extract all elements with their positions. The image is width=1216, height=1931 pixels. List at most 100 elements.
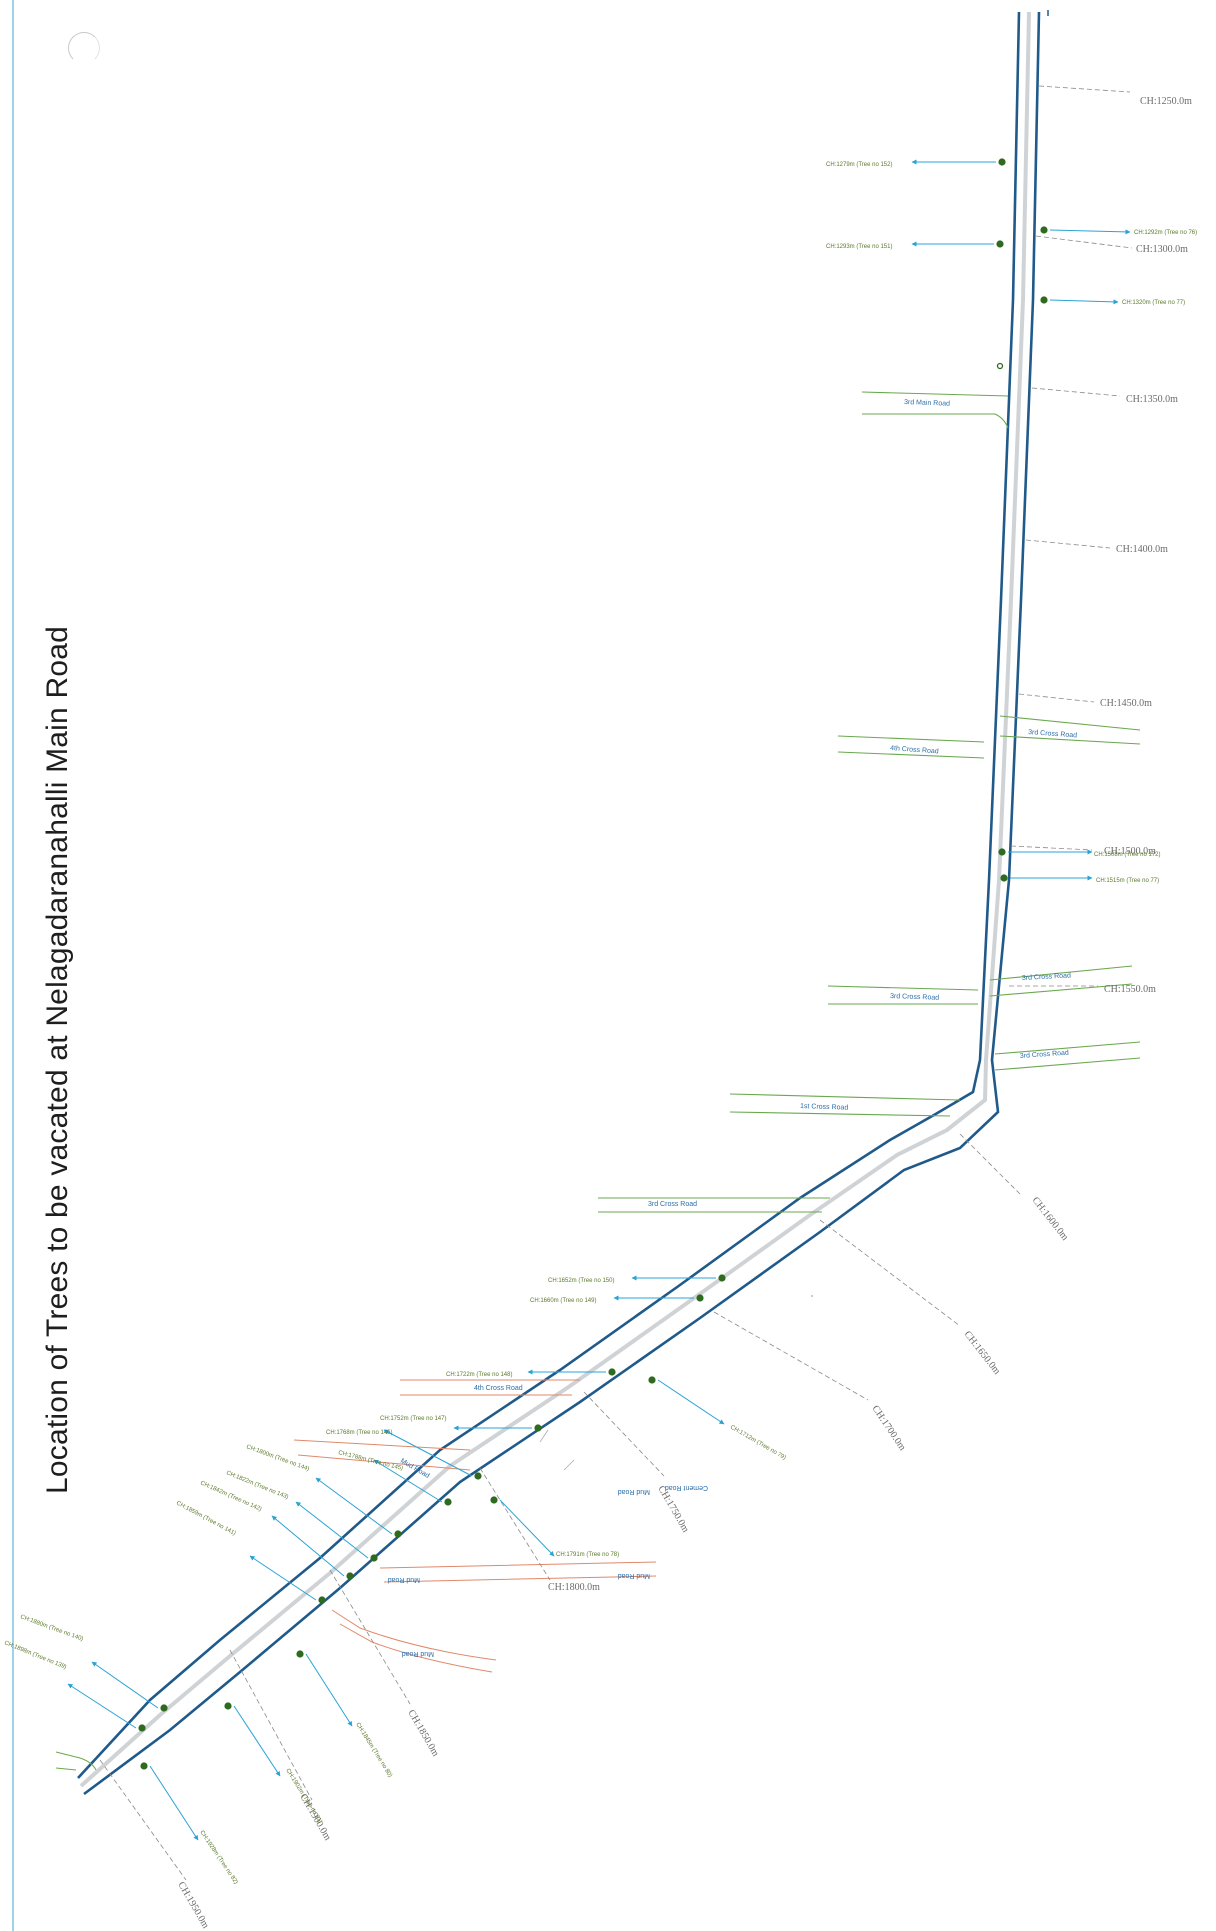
tree-marker bbox=[490, 1496, 498, 1504]
side-road-cement bbox=[539, 1429, 575, 1471]
road-label: Mud Road bbox=[388, 1576, 420, 1583]
tree-marker bbox=[996, 240, 1004, 248]
chainage-line bbox=[959, 1133, 1021, 1195]
side-road-4th-cross-a bbox=[837, 735, 985, 759]
chainage-line bbox=[229, 1649, 313, 1801]
tree-label: CH:1652m (Tree no 150) bbox=[548, 1278, 614, 1284]
side-road-3rd-main bbox=[861, 391, 1009, 429]
tree-label: CH:1845m (Tree no 80) bbox=[354, 1722, 393, 1779]
road-label: Mud Road bbox=[402, 1650, 434, 1657]
road-label: 4th Cross Road bbox=[474, 1385, 523, 1392]
side-road-mud-d bbox=[331, 1609, 497, 1673]
chainage-line bbox=[99, 1759, 187, 1881]
chainage-line bbox=[1035, 235, 1133, 249]
tree-marker bbox=[160, 1704, 168, 1712]
tree-marker bbox=[608, 1368, 616, 1376]
tree-arrows bbox=[67, 159, 1131, 1841]
tree-arrow bbox=[383, 1429, 473, 1477]
road-label: Mud Road bbox=[618, 1488, 650, 1495]
tree-arrow bbox=[1049, 229, 1131, 235]
side-road-1st-cross bbox=[994, 1041, 1141, 1071]
chainage-line bbox=[329, 1569, 411, 1705]
side-road-mud-c bbox=[379, 1561, 657, 1583]
road-label: 3rd Cross Road bbox=[648, 1201, 697, 1208]
tree-marker bbox=[718, 1274, 726, 1282]
tree-arrow bbox=[657, 1379, 725, 1425]
tree-label: CH:1791m (Tree no 78) bbox=[556, 1552, 619, 1558]
chainage-line bbox=[819, 1219, 961, 1327]
tree-arrow bbox=[271, 1515, 345, 1577]
main-road-centre-line bbox=[79, 11, 1031, 1788]
chainage-line bbox=[713, 1311, 869, 1401]
tree-marker bbox=[1040, 226, 1048, 234]
tree-label: CH:1712m (Tree no 79) bbox=[729, 1425, 787, 1462]
main-road-edge-right bbox=[83, 11, 1041, 1796]
tree-marker bbox=[370, 1554, 378, 1562]
tree-marker bbox=[318, 1596, 326, 1604]
side-road-3rd-cross-d bbox=[729, 1093, 961, 1117]
main-road bbox=[77, 10, 1049, 1796]
tree-arrow bbox=[233, 1705, 281, 1777]
road-label: 3rd Cross Road bbox=[1022, 972, 1071, 982]
tree-arrow bbox=[67, 1683, 137, 1729]
chainage-label: CH:1950.0m bbox=[175, 1880, 211, 1931]
tree-label: CH:1660m (Tree no 149) bbox=[530, 1298, 596, 1304]
tree-arrow bbox=[305, 1653, 353, 1727]
road-label: 3rd Cross Road bbox=[1020, 1050, 1069, 1060]
chainage-line bbox=[479, 1467, 551, 1581]
survey-point-marker bbox=[996, 362, 1004, 370]
tree-marker bbox=[1040, 296, 1048, 304]
tree-marker bbox=[138, 1724, 146, 1732]
chainage-line bbox=[1018, 693, 1095, 703]
tree-label: CH:1293m (Tree no 151) bbox=[826, 244, 892, 250]
tree-marker bbox=[474, 1472, 482, 1480]
chainage-line bbox=[583, 1391, 665, 1477]
chainage-label: CH:1700.0m bbox=[870, 1404, 908, 1453]
tree-arrow bbox=[499, 1499, 555, 1557]
tree-marker bbox=[1000, 874, 1008, 882]
tree-label: CH:1788m (Tree no 145) bbox=[338, 1450, 404, 1472]
side-road-west-stub bbox=[55, 1751, 97, 1771]
tree-arrow bbox=[1049, 299, 1119, 305]
tree-arrow bbox=[295, 1501, 369, 1559]
road-label: 1st Cross Road bbox=[800, 1103, 849, 1112]
stray-dot bbox=[811, 1295, 813, 1297]
tree-label: CH:1508m (Tree no 172) bbox=[1094, 852, 1160, 858]
chainage-label: CH:1650.0m bbox=[962, 1329, 1003, 1377]
chainage-label: CH:1500.0m bbox=[1104, 846, 1156, 857]
chainage-label: CH:1350.0m bbox=[1126, 394, 1178, 405]
tree-marker bbox=[648, 1376, 656, 1384]
chainage-line bbox=[1031, 387, 1121, 397]
tree-label: CH:1515m (Tree no 77) bbox=[1096, 878, 1159, 884]
chainage-line bbox=[1025, 539, 1111, 549]
chainage-label: CH:1250.0m bbox=[1140, 96, 1192, 107]
tree-markers bbox=[138, 158, 1048, 1770]
tree-arrow bbox=[249, 1555, 317, 1601]
tree-label: CH:1928m (Tree no 82) bbox=[198, 1830, 238, 1886]
tree-label: CH:1859m (Tree no 141) bbox=[175, 1500, 237, 1537]
tree-label: CH:1752m (Tree no 147) bbox=[380, 1416, 446, 1422]
road-label: Cement Road bbox=[665, 1484, 708, 1491]
road-label: 3rd Cross Road bbox=[1028, 729, 1077, 739]
chainage-label: CH:1400.0m bbox=[1116, 544, 1168, 555]
road-label: 3rd Main Road bbox=[904, 399, 950, 408]
tree-label: CH:1800m (Tree no 144) bbox=[245, 1444, 310, 1472]
tree-arrow bbox=[149, 1765, 199, 1841]
tree-marker bbox=[534, 1424, 542, 1432]
side-road-3rd-cross-a bbox=[999, 715, 1141, 745]
road-labels: 3rd Main Road 3rd Cross Road 4th Cross Roa… bbox=[388, 399, 1078, 1657]
tree-label: CH:1320m (Tree no 77) bbox=[1122, 300, 1185, 306]
tree-arrow bbox=[315, 1477, 393, 1535]
tree-marker bbox=[224, 1702, 232, 1710]
side-road-mud-a bbox=[400, 1379, 580, 1396]
tree-label: CH:1279m (Tree no 152) bbox=[826, 162, 892, 168]
chainage-label: CH:1800.0m bbox=[548, 1582, 600, 1593]
side-roads bbox=[55, 391, 1141, 1771]
road-label: Mud Road bbox=[618, 1572, 650, 1579]
side-road-mud-b bbox=[293, 1439, 471, 1471]
chainage-label: CH:1450.0m bbox=[1100, 698, 1152, 709]
tree-label: CH:1722m (Tree no 148) bbox=[446, 1372, 512, 1378]
tree-marker bbox=[346, 1572, 354, 1580]
